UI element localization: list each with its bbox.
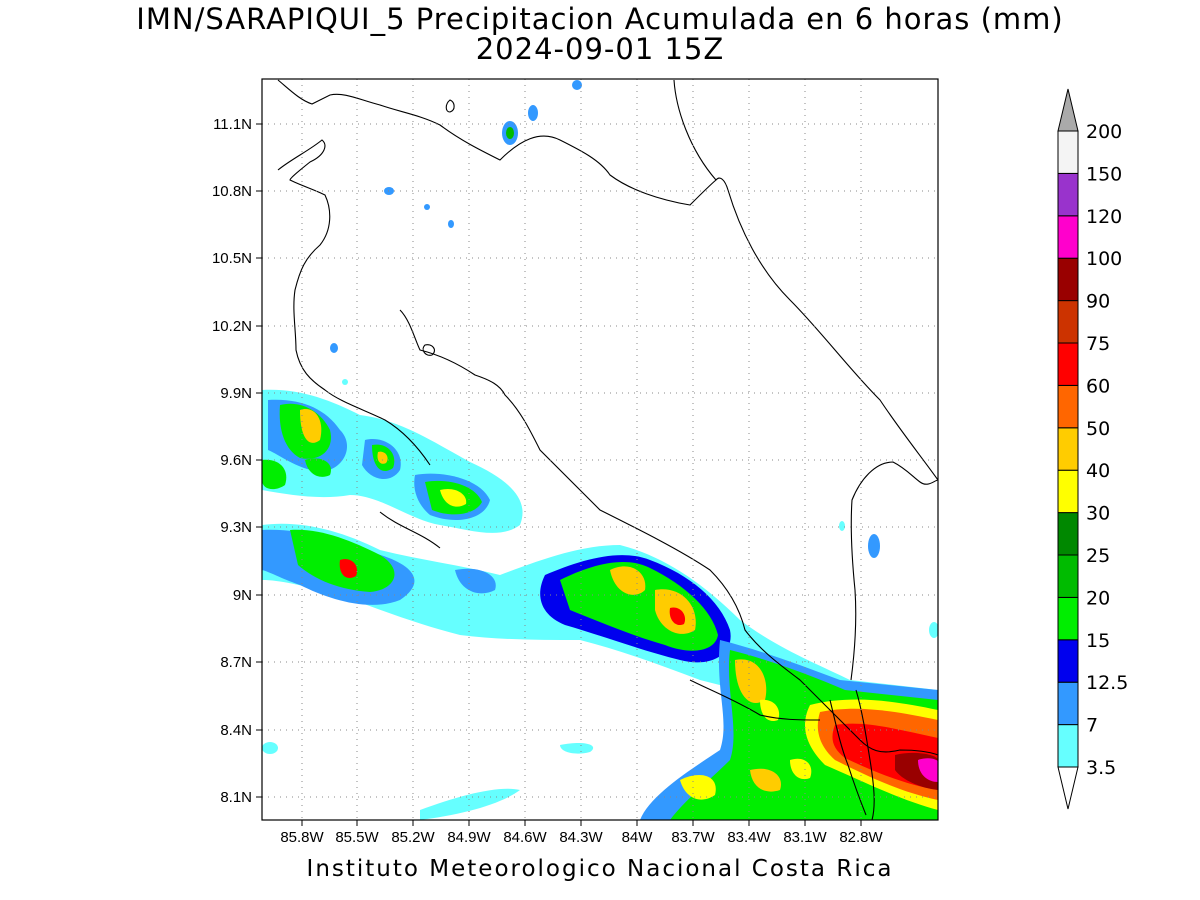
colorbar-level-label: 50 (1086, 418, 1110, 440)
lat-tick-label: 8.7N (220, 654, 252, 671)
lon-tick-label: 84W (622, 829, 654, 846)
rain-band-central-pacific (262, 523, 938, 760)
lon-tick-label: 85.5W (335, 829, 379, 846)
lon-tick-label: 85.8W (280, 829, 324, 846)
lat-tick-label: 8.1N (220, 789, 252, 806)
colorbar-max-arrow (1057, 88, 1079, 132)
colorbar-level-label: 200 (1086, 121, 1122, 143)
colorbar-level-label: 30 (1086, 503, 1110, 525)
colorbar-level-label: 60 (1086, 375, 1110, 397)
lon-tick-label: 85.2W (391, 829, 435, 846)
map-title: IMN/SARAPIQUI_5 Precipitacion Acumulada … (136, 2, 1064, 36)
lat-tick-label: 8.4N (220, 722, 252, 739)
colorbar-segment (1057, 554, 1079, 598)
colorbar-level-label: 25 (1086, 545, 1110, 567)
rain-cluster-northwest (262, 389, 523, 533)
map-border (261, 78, 939, 821)
colorbar-segment (1057, 215, 1079, 259)
colorbar-level-label: 100 (1086, 248, 1122, 270)
colorbar-level-label: 150 (1086, 163, 1122, 185)
colorbar-segment (1057, 130, 1079, 174)
colorbar-level-label: 3.5 (1086, 757, 1116, 779)
lon-tick-label: 83.4W (727, 829, 771, 846)
rain-band-southeast (640, 640, 938, 820)
precipitation-field (262, 79, 938, 820)
colorbar-segment (1057, 724, 1079, 768)
axis-tick-marks (256, 123, 862, 826)
colorbar-segment (1057, 172, 1079, 217)
lat-tick-label: 9.9N (220, 385, 252, 402)
coastlines-and-borders (277, 79, 938, 820)
colorbar-min-arrow (1057, 766, 1079, 810)
rain-cells-scattered (262, 80, 938, 820)
colorbar-level-label: 20 (1086, 587, 1110, 609)
colorbar-segment (1057, 257, 1079, 302)
footer-credit: Instituto Meteorologico Nacional Costa R… (306, 856, 894, 882)
colorbar-segment (1057, 342, 1079, 386)
lat-tick-label: 10.5N (212, 250, 252, 267)
colorbar-segment (1057, 384, 1079, 429)
colorbar-segment (1057, 596, 1079, 641)
longitude-labels: 85.8W 85.5W 85.2W 84.9W 84.6W 84.3W 84W … (280, 829, 883, 846)
map-subtitle-datetime: 2024-09-01 15Z (475, 32, 725, 66)
latitude-labels: 11.1N 10.8N 10.5N 10.2N 9.9N 9.6N 9.3N 9… (212, 116, 252, 806)
colorbar-level-label: 90 (1086, 291, 1110, 313)
colorbar-level-label: 7 (1086, 715, 1098, 737)
colorbar-segment (1057, 300, 1079, 344)
colorbar-segment (1057, 469, 1079, 514)
colorbar-level-label: 40 (1086, 460, 1110, 482)
lat-tick-label: 10.2N (212, 318, 252, 335)
colorbar-level-label: 12.5 (1086, 672, 1128, 694)
lon-tick-label: 84.6W (503, 829, 547, 846)
colorbar-segment (1057, 639, 1079, 683)
colorbar-segment (1057, 427, 1079, 471)
lon-tick-label: 83.1W (783, 829, 827, 846)
colorbar-level-label: 120 (1086, 206, 1122, 228)
colorbar-legend: 3.5 7 12.5 15 20 25 30 40 50 60 75 90 100 120 150 200 (1057, 88, 1128, 810)
lat-tick-label: 9N (233, 587, 252, 604)
lon-tick-label: 83.7W (671, 829, 715, 846)
colorbar-segment (1057, 681, 1079, 726)
lon-tick-label: 84.3W (559, 829, 603, 846)
colorbar-segment (1057, 512, 1079, 556)
colorbar-level-label: 15 (1086, 630, 1110, 652)
lat-tick-label: 9.6N (220, 452, 252, 469)
lat-tick-label: 10.8N (212, 183, 252, 200)
lon-tick-label: 82.8W (839, 829, 883, 846)
colorbar-level-label: 75 (1086, 333, 1110, 355)
lon-tick-label: 84.9W (447, 829, 491, 846)
lat-tick-label: 11.1N (213, 116, 252, 133)
lat-tick-label: 9.3N (220, 519, 252, 536)
